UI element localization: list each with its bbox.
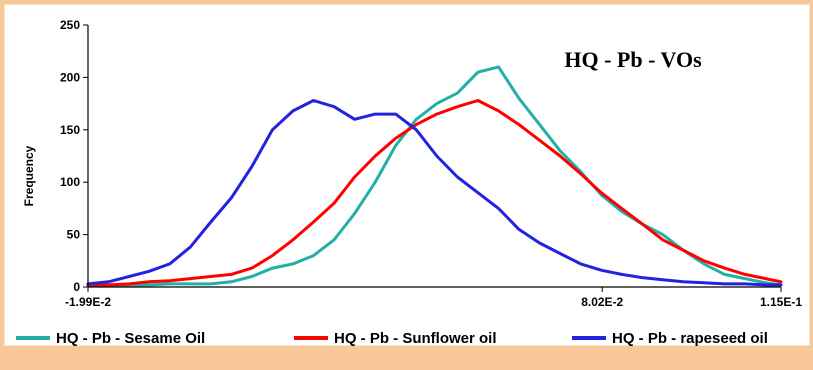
legend: HQ - Pb - Sesame Oil HQ - Pb - Sunflower … — [16, 330, 768, 347]
y-tick-label: 200 — [60, 70, 80, 84]
y-tick-label: 100 — [60, 175, 80, 189]
y-axis-label: Frequency — [22, 145, 36, 206]
x-tick-label: 8.02E-2 — [581, 295, 623, 309]
y-tick-label: 250 — [60, 18, 80, 32]
y-tick-label: 150 — [60, 123, 80, 137]
y-tick-label: 0 — [73, 280, 80, 294]
legend-label: HQ - Pb - Sesame Oil — [56, 330, 205, 347]
series-line-2 — [86, 99, 783, 287]
legend-label: HQ - Pb - rapeseed oil — [612, 330, 768, 347]
x-tick-label: 1.15E-1 — [760, 295, 802, 309]
series-line-1 — [86, 65, 783, 288]
chart-background — [3, 3, 811, 347]
series-line-3 — [86, 99, 783, 287]
x-tick-label: -1.99E-2 — [65, 295, 111, 309]
legend-label: HQ - Pb - Sunflower oil — [334, 330, 497, 347]
y-tick-label: 50 — [67, 228, 81, 242]
chart-title: HQ - Pb - VOs — [564, 47, 702, 72]
